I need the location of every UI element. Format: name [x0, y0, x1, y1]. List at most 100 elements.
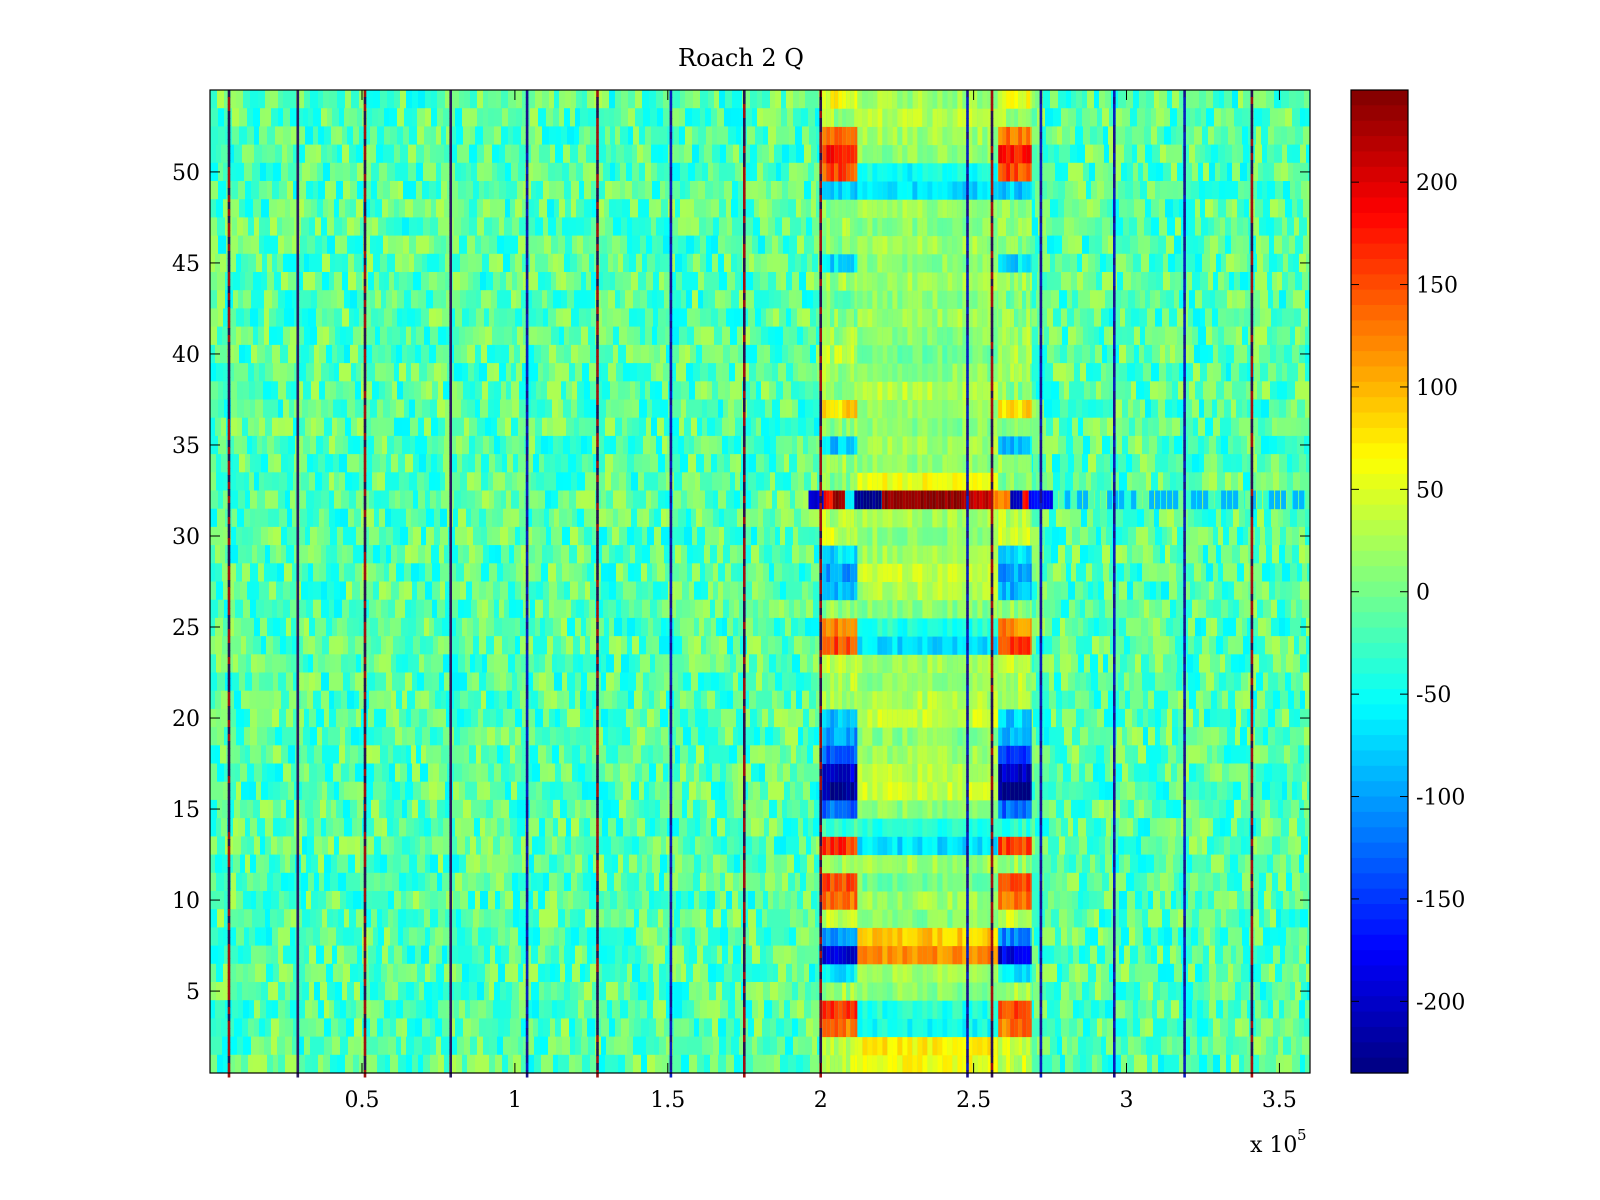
row-32-cell	[808, 490, 812, 510]
row-32-cell	[878, 490, 882, 510]
row-32-cell	[848, 490, 852, 510]
vertical-line-4	[449, 90, 452, 1078]
row-32-cell	[884, 490, 888, 510]
row-32-cell	[1305, 490, 1311, 510]
colorbar-tick-label: 50	[1416, 478, 1444, 503]
x-tick-label: 1.5	[650, 1088, 685, 1113]
colorbar-tick-label: 100	[1416, 376, 1458, 401]
row-32-cell	[1299, 490, 1305, 510]
colorbar-step	[1351, 673, 1408, 690]
vertical-lines	[227, 90, 1254, 1078]
row-32-cell	[1043, 490, 1047, 510]
row-32-cell	[1185, 490, 1191, 510]
colorbar-step	[1351, 689, 1408, 705]
colorbar-step	[1351, 381, 1408, 398]
colorbar-step	[1351, 212, 1408, 229]
colorbar-step	[1351, 166, 1408, 183]
row-32-cell	[845, 490, 849, 510]
row-32-cell	[838, 490, 842, 510]
x-tick-label: 2.5	[956, 1088, 991, 1113]
row-32-cell	[1167, 490, 1173, 510]
vertical-line-1	[227, 90, 231, 1078]
row-32-cell	[1197, 490, 1203, 510]
colorbar-step	[1351, 1042, 1408, 1059]
row-32-cell	[988, 490, 992, 510]
x-exponent-label: x 10	[1250, 1133, 1297, 1158]
row-32-cell	[998, 490, 1001, 510]
row-32-cell	[1263, 490, 1269, 510]
row-32-cell	[1101, 490, 1107, 510]
row-32-cell	[1293, 490, 1299, 510]
row-32-cell	[899, 490, 903, 510]
row-32-cell	[973, 490, 977, 510]
row-32-cell	[1046, 490, 1050, 510]
colorbar-step	[1351, 566, 1408, 583]
row-32-cell	[1001, 490, 1004, 510]
row-32-cell	[920, 490, 924, 510]
row-32-cell	[1010, 490, 1014, 510]
row-32-cell	[890, 490, 894, 510]
plot-area	[209, 89, 1311, 1078]
row-32-cell	[1089, 490, 1095, 510]
colorbar-frame	[1350, 89, 1409, 1074]
row-32-cell	[1028, 490, 1032, 510]
colorbar-step	[1351, 335, 1408, 352]
row-32-cell	[1131, 490, 1137, 510]
colorbar-step	[1351, 904, 1408, 921]
colorbar: -200 -150 -100 -50 0 50 100 150 200	[1350, 89, 1465, 1074]
row-32-cell	[1019, 490, 1023, 510]
row-32-cell	[961, 490, 965, 510]
row-32-cell	[851, 490, 855, 510]
colorbar-step	[1351, 1057, 1408, 1074]
colorbar-step	[1351, 750, 1408, 767]
row-32-cell	[1257, 490, 1263, 510]
colorbar-step	[1351, 873, 1408, 890]
noise-layer	[210, 90, 1310, 1074]
row-32-cell	[950, 490, 954, 510]
anomaly-band-1	[822, 90, 858, 1074]
vertical-line-3	[363, 90, 367, 1078]
colorbar-step	[1351, 642, 1408, 659]
x-tick-label: 3.5	[1262, 1088, 1297, 1113]
row-32-cell	[1059, 490, 1065, 510]
row-32-cell	[857, 490, 861, 510]
colorbar-step	[1351, 458, 1408, 475]
colorbar-step	[1351, 182, 1408, 199]
x-exponent-power: 5	[1297, 1126, 1307, 1144]
colorbar-step	[1351, 520, 1408, 537]
x-tick-label: 2	[814, 1088, 828, 1113]
colorbar-tick-label: -50	[1416, 683, 1451, 708]
anomaly-band-2	[998, 90, 1032, 1074]
row-32-cell	[869, 490, 873, 510]
row-32-cell	[811, 490, 815, 510]
row-32-cell	[887, 490, 891, 510]
colorbar-step	[1351, 320, 1408, 337]
row-32-cell	[956, 490, 960, 510]
colorbar-step	[1351, 842, 1408, 859]
colorbar-step	[1351, 305, 1408, 321]
colorbar-step	[1351, 796, 1408, 813]
colorbar-step	[1351, 136, 1408, 153]
row-32-cell	[902, 490, 906, 510]
row-32-cell	[1125, 490, 1131, 510]
vertical-line-10	[966, 90, 969, 1078]
colorbar-step	[1351, 443, 1408, 460]
colorbar-step	[1351, 857, 1408, 874]
row-32-cell	[1007, 490, 1010, 510]
row-32-cell	[976, 490, 980, 510]
chart-title: Roach 2 Q	[678, 44, 804, 72]
vertical-line-9	[819, 90, 822, 1078]
row-32-cell	[964, 490, 968, 510]
middle-band	[857, 90, 999, 1074]
row-32-cell	[1013, 490, 1017, 510]
row-32-cell	[835, 490, 839, 510]
row-32-cell	[817, 490, 821, 510]
y-tick-label: 20	[172, 707, 200, 732]
row-32-cell	[1016, 490, 1020, 510]
x-tick-label: 1	[508, 1088, 522, 1113]
row-32-cell	[1287, 490, 1293, 510]
vertical-line-2	[296, 90, 300, 1078]
row-32-cell	[1083, 490, 1089, 510]
colorbar-step	[1351, 735, 1408, 752]
